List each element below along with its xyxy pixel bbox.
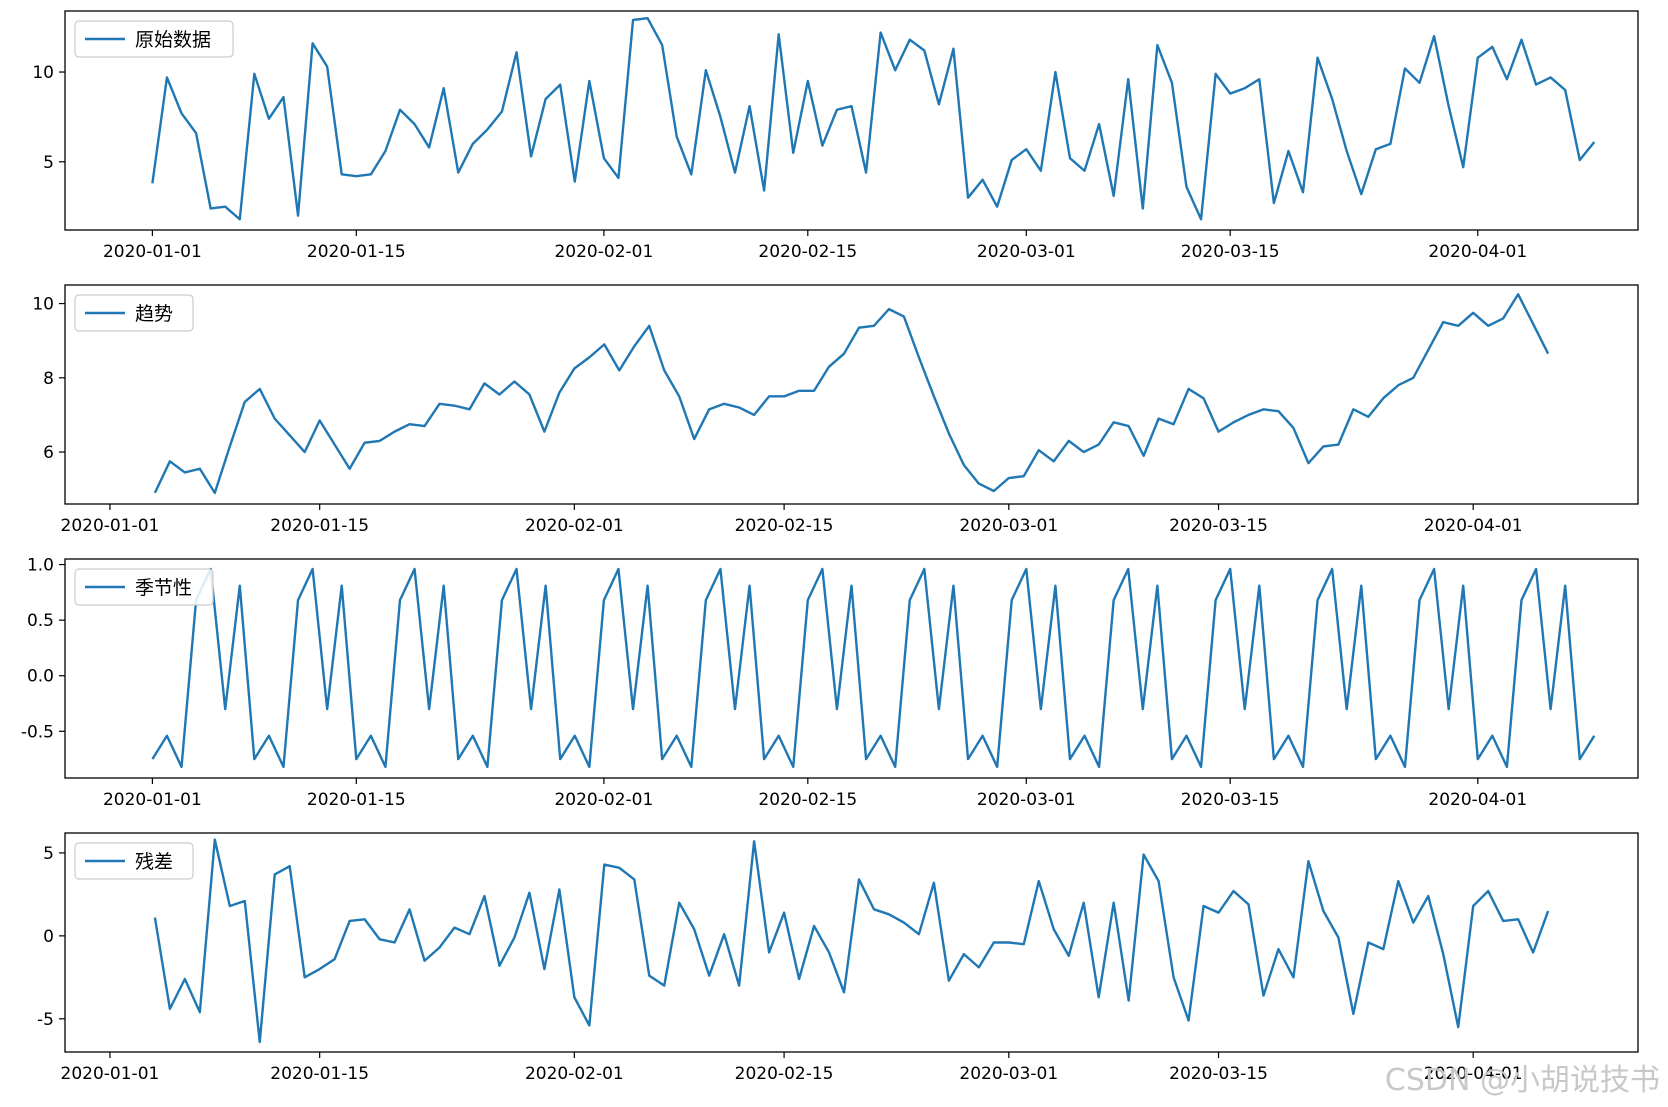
x-tick-label: 2020-02-15 (735, 516, 834, 536)
y-tick-label: 1.0 (27, 556, 54, 576)
x-tick-label: 2020-02-15 (735, 1064, 834, 1084)
subplot-3: 2020-01-01 2020-01-15 2020-02-01 2020-02-15… (21, 556, 1639, 810)
x-tick-label: 2020-01-15 (270, 1064, 369, 1084)
x-tick-label: 2020-04-01 (1424, 1064, 1523, 1084)
x-tick-label: 2020-04-01 (1428, 790, 1527, 810)
x-tick-label: 2020-03-01 (959, 1064, 1058, 1084)
legend-box (74, 568, 214, 606)
x-tick-label: 2020-03-15 (1181, 790, 1280, 810)
series-line (151, 16, 1596, 221)
subplot-2: 2020-01-01 2020-01-15 2020-02-01 2020-02-15… (32, 284, 1639, 536)
legend: 趋势 (74, 294, 194, 332)
y-tick-label: 0.5 (27, 611, 54, 631)
y-tick-label: 8 (43, 369, 54, 389)
legend-label: 季节性 (135, 577, 192, 599)
x-tick-label: 2020-02-15 (758, 242, 857, 262)
legend-box (74, 20, 234, 58)
y-tick-label: 10 (32, 63, 54, 83)
x-tick-label: 2020-03-15 (1181, 242, 1280, 262)
x-tick-label: 2020-02-01 (554, 242, 653, 262)
y-tick-label: 0 (43, 927, 54, 947)
legend-label: 残差 (135, 851, 173, 873)
legend: 残差 (74, 842, 194, 880)
axes-frame (64, 558, 1639, 779)
subplot-4: 2020-01-01 2020-01-15 2020-02-01 2020-02-15… (37, 832, 1639, 1084)
y-tick-label: -0.5 (21, 722, 54, 742)
legend-label: 原始数据 (135, 29, 211, 51)
legend-box (74, 842, 194, 880)
x-tick-label: 2020-02-01 (525, 1064, 624, 1084)
x-tick-label: 2020-04-01 (1428, 242, 1527, 262)
legend-label: 趋势 (135, 303, 173, 325)
series-line (151, 567, 1596, 769)
y-tick-label: -5 (37, 1010, 54, 1030)
legend-box (74, 294, 194, 332)
series-line (153, 293, 1550, 495)
y-tick-label: 6 (43, 443, 54, 463)
legend: 季节性 (74, 568, 214, 606)
y-tick-label: 10 (32, 295, 54, 315)
x-tick-label: 2020-01-01 (103, 242, 202, 262)
y-tick-label: 0.0 (27, 667, 54, 687)
watermark: CSDN @小胡说技书 (1385, 1063, 1660, 1098)
y-tick-label: 5 (43, 844, 54, 864)
x-tick-label: 2020-01-15 (270, 516, 369, 536)
axes-frame (64, 10, 1639, 231)
legend: 原始数据 (74, 20, 234, 58)
x-tick-label: 2020-01-01 (61, 516, 160, 536)
x-tick-label: 2020-03-15 (1169, 1064, 1268, 1084)
axes-frame (64, 284, 1639, 505)
x-tick-label: 2020-01-01 (61, 1064, 160, 1084)
x-tick-label: 2020-03-01 (977, 242, 1076, 262)
x-tick-label: 2020-01-01 (103, 790, 202, 810)
x-tick-label: 2020-03-15 (1169, 516, 1268, 536)
subplot-1: 2020-01-01 2020-01-15 2020-02-01 2020-02-15… (32, 10, 1639, 262)
x-tick-label: 2020-03-01 (959, 516, 1058, 536)
axes-frame (64, 832, 1639, 1053)
x-tick-label: 2020-01-15 (307, 790, 406, 810)
x-tick-label: 2020-04-01 (1424, 516, 1523, 536)
x-tick-label: 2020-03-01 (977, 790, 1076, 810)
x-tick-label: 2020-02-01 (525, 516, 624, 536)
x-tick-label: 2020-01-15 (307, 242, 406, 262)
x-tick-label: 2020-02-01 (554, 790, 653, 810)
x-tick-label: 2020-02-15 (758, 790, 857, 810)
y-tick-label: 5 (43, 153, 54, 173)
series-line (153, 838, 1550, 1044)
